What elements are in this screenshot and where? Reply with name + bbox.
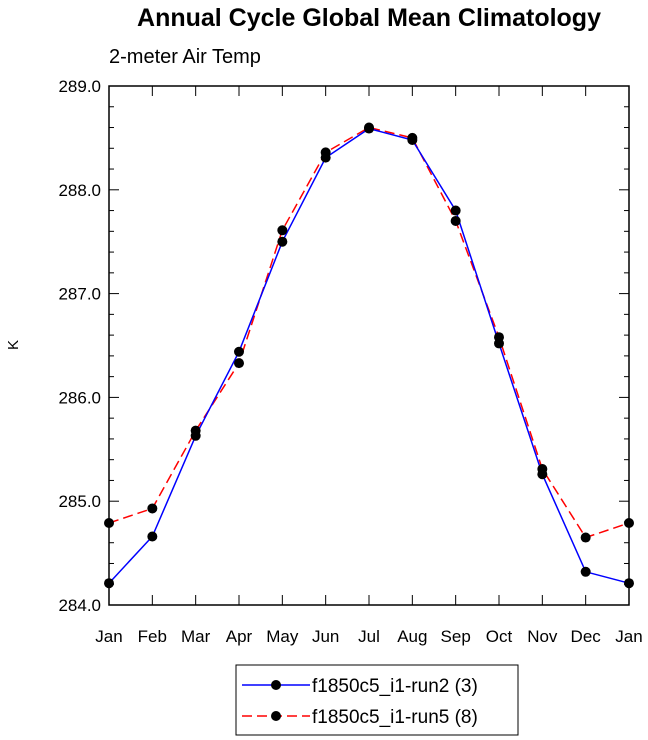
legend: f1850c5_i1-run2 (3) f1850c5_i1-run5 (8) <box>235 664 519 736</box>
data-point-series-0 <box>147 531 158 542</box>
y-tick-label: 287.0 <box>58 285 101 304</box>
data-point-series-1 <box>580 532 591 543</box>
x-tick-label: Jan <box>615 627 642 646</box>
data-point-series-1 <box>624 517 634 528</box>
x-tick-label: Aug <box>397 627 427 646</box>
chart-subtitle: 2-meter Air Temp <box>109 46 261 68</box>
y-tick-label: 284.0 <box>58 596 101 615</box>
data-point-series-0 <box>234 346 244 357</box>
data-point-series-1 <box>364 122 374 133</box>
x-tick-label: Oct <box>486 627 513 646</box>
data-point-series-1 <box>234 358 244 369</box>
y-tick-label: 289.0 <box>58 77 101 96</box>
y-tick-label: 286.0 <box>58 388 101 407</box>
data-point-series-0 <box>104 578 114 589</box>
data-point-series-0 <box>580 566 591 577</box>
legend-label-run5: f1850c5_i1-run5 (8) <box>312 707 478 728</box>
axes: 284.0 285.0 286.0 287.0 288.0 289.0 Jan Feb Mar A… <box>58 77 642 646</box>
x-tick-label: Sep <box>441 627 471 646</box>
x-tick-label: Mar <box>181 627 211 646</box>
y-tick-label: 285.0 <box>58 492 101 511</box>
y-tick-label: 288.0 <box>58 181 101 200</box>
data-point-series-1 <box>190 425 201 436</box>
chart-title: Annual Cycle Global Mean Climatology <box>137 4 601 32</box>
data-point-series-1 <box>450 215 461 226</box>
data-point-series-0 <box>277 236 288 247</box>
data-point-series-1 <box>104 517 114 528</box>
legend-marker-run2 <box>271 680 281 690</box>
data-point-series-0 <box>450 205 461 216</box>
data-point-series-1 <box>277 225 288 236</box>
x-tick-label: Jun <box>312 627 339 646</box>
data-point-series-0 <box>624 578 634 589</box>
series-line-0 <box>108 127 630 584</box>
x-tick-label: Dec <box>571 627 602 646</box>
data-point-series-1 <box>494 332 504 343</box>
data-point-series-1 <box>537 464 548 475</box>
y-axis-label: K <box>5 340 22 350</box>
data-point-series-1 <box>320 147 331 158</box>
series-layer <box>104 122 634 589</box>
x-tick-label: Jan <box>95 627 122 646</box>
x-tick-label: May <box>266 627 299 646</box>
plot-frame <box>108 85 630 606</box>
x-tick-label: Feb <box>138 627 167 646</box>
legend-marker-run5 <box>271 711 281 721</box>
x-tick-label: Apr <box>226 627 253 646</box>
x-tick-label: Nov <box>527 627 558 646</box>
series-line-1 <box>108 126 630 539</box>
x-tick-label: Jul <box>358 627 380 646</box>
data-point-series-1 <box>407 132 418 143</box>
legend-box <box>235 664 519 736</box>
data-point-series-1 <box>147 503 158 514</box>
legend-label-run2: f1850c5_i1-run2 (3) <box>312 676 478 697</box>
